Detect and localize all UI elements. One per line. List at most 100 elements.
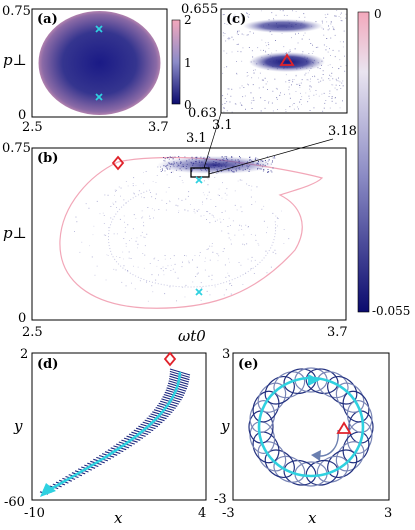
panel-c-triangle-marker <box>279 53 295 66</box>
panel-c-scatter-dot <box>245 108 246 110</box>
panel-b-scatter-dot <box>227 226 229 227</box>
panel-c-scatter-dot <box>323 92 325 94</box>
panel-b-scatter-dot <box>124 231 126 233</box>
panel-bc-colorbar <box>357 11 370 313</box>
panel-b-scatter-dot <box>255 239 257 241</box>
panel-b-scatter-dot <box>256 186 258 188</box>
panel-c-upper-cloud <box>243 19 323 33</box>
panel-b-scatter-dot <box>276 217 278 219</box>
panel-b-scatter-dot <box>152 181 154 182</box>
panel-b-scatter-dot <box>244 244 245 246</box>
panel-c-scatter-dot <box>336 10 338 11</box>
panel-c-scatter-dot <box>224 23 226 24</box>
panel-b-scatter-dot <box>211 214 213 216</box>
panel-c-scatter-dot <box>298 16 300 18</box>
panel-b-scatter-dot <box>151 285 153 287</box>
panel-c-scatter-dot <box>307 79 309 81</box>
panel-c-scatter-dot <box>345 65 347 67</box>
panel-c-scatter-dot <box>309 70 310 72</box>
panel-c-scatter-dot <box>335 97 336 99</box>
panel-c-scatter-dot <box>322 79 324 81</box>
panel-b-scatter-dot <box>268 171 270 173</box>
panel-c-scatter-dot <box>227 38 229 40</box>
panel-c-scatter-dot <box>254 69 256 71</box>
panel-c-scatter-dot <box>228 88 230 90</box>
panel-c-scatter-dot <box>338 68 340 70</box>
panel-b-scatter-dot <box>128 251 130 253</box>
panel-b-scatter-dot <box>207 248 209 250</box>
panel-c-scatter-dot <box>229 37 231 39</box>
panel-e-xtick-left: -3 <box>222 506 235 521</box>
panel-c-scatter-dot <box>253 99 255 101</box>
panel-c-scatter-dot <box>319 68 321 69</box>
panel-b-scatter-dot <box>103 223 105 224</box>
panel-c-scatter-dot <box>340 13 341 15</box>
panel-c-scatter-dot <box>341 20 343 22</box>
panel-c-scatter-dot <box>336 80 338 82</box>
panel-b-scatter-dot <box>116 233 118 235</box>
panel-b-scatter-dot <box>255 201 256 203</box>
panel-b-scatter-dot <box>154 209 155 211</box>
panel-c-scatter-dot <box>341 82 343 84</box>
panel-c-scatter-dot <box>309 90 311 92</box>
panel-b-scatter-dot <box>224 192 226 194</box>
panel-c-scatter-dot <box>329 79 331 81</box>
panel-b-scatter-dot <box>150 192 151 193</box>
panel-c-scatter-dot <box>288 89 290 91</box>
panel-b-scatter-dot <box>246 183 248 185</box>
panel-b-scatter-dot <box>162 270 164 272</box>
panel-b-scatter-dot <box>250 268 252 269</box>
panel-a-ytick-bottom: 0 <box>18 108 27 123</box>
panel-b-scatter-dot <box>213 217 215 218</box>
panel-b-scatter-dot <box>108 227 109 229</box>
panel-c-scatter-dot <box>223 67 225 68</box>
panel-c-scatter-dot <box>227 93 228 95</box>
panel-c-scatter-dot <box>303 34 305 36</box>
panel-c-scatter-dot <box>271 33 273 35</box>
panel-b-scatter-dot <box>174 263 176 265</box>
panel-b-scatter-dot <box>250 260 252 262</box>
panel-c-scatter-dot <box>289 49 291 51</box>
panel-c-scatter-dot <box>315 47 317 48</box>
panel-b-scatter-dot <box>178 212 179 213</box>
panel-b-scatter-dot <box>254 259 256 261</box>
panel-b-scatter-dot <box>155 193 157 195</box>
panel-c-scatter-dot <box>295 33 296 35</box>
panel-b-scatter-dot <box>228 276 230 277</box>
panel-b-scatter-dot <box>240 264 242 266</box>
panel-c-scatter-dot <box>329 74 330 76</box>
panel-b-scatter-dot <box>226 188 228 190</box>
panel-c-scatter-dot <box>298 32 299 34</box>
panel-b-scatter-dot <box>247 226 249 227</box>
panel-b-scatter-dot <box>137 266 139 268</box>
panel-c-scatter-dot <box>232 20 234 22</box>
panel-c-scatter-dot <box>224 98 226 99</box>
panel-c-scatter-dot <box>321 27 323 29</box>
panel-c-scatter-dot <box>327 51 329 53</box>
panel-e <box>232 352 390 501</box>
panel-b-scatter-dot <box>134 288 136 290</box>
panel-b-scatter-dot <box>81 241 83 243</box>
panel-b-scatter-dot <box>268 159 270 161</box>
panel-b-scatter-dot <box>267 171 269 173</box>
panel-b-xlabel: ωt0 <box>178 327 206 345</box>
panel-c-scatter-dot <box>251 108 253 109</box>
panel-b-scatter-dot <box>172 171 174 173</box>
panel-b-scatter-dot <box>199 255 200 257</box>
panel-c-scatter-dot <box>317 46 319 48</box>
panel-b-scatter-dot <box>163 157 165 158</box>
panel-b-scatter-dot <box>113 203 115 205</box>
panel-b-scatter-dot <box>163 160 165 162</box>
panel-c-scatter-dot <box>238 30 240 32</box>
panel-c-scatter-dot <box>295 75 297 77</box>
panel-c-scatter-dot <box>344 55 345 57</box>
panel-b-scatter-dot <box>234 204 236 206</box>
panel-c-scatter-dot <box>306 79 308 81</box>
panel-b-scatter-dot <box>248 185 250 186</box>
panel-b-scatter-dot <box>209 294 211 296</box>
panel-c-scatter-dot <box>288 82 290 83</box>
panel-c-scatter-dot <box>272 110 274 112</box>
panel-b <box>31 11 370 321</box>
panel-c-scatter-dot <box>283 14 285 16</box>
panel-b-scatter-dot <box>237 180 239 182</box>
